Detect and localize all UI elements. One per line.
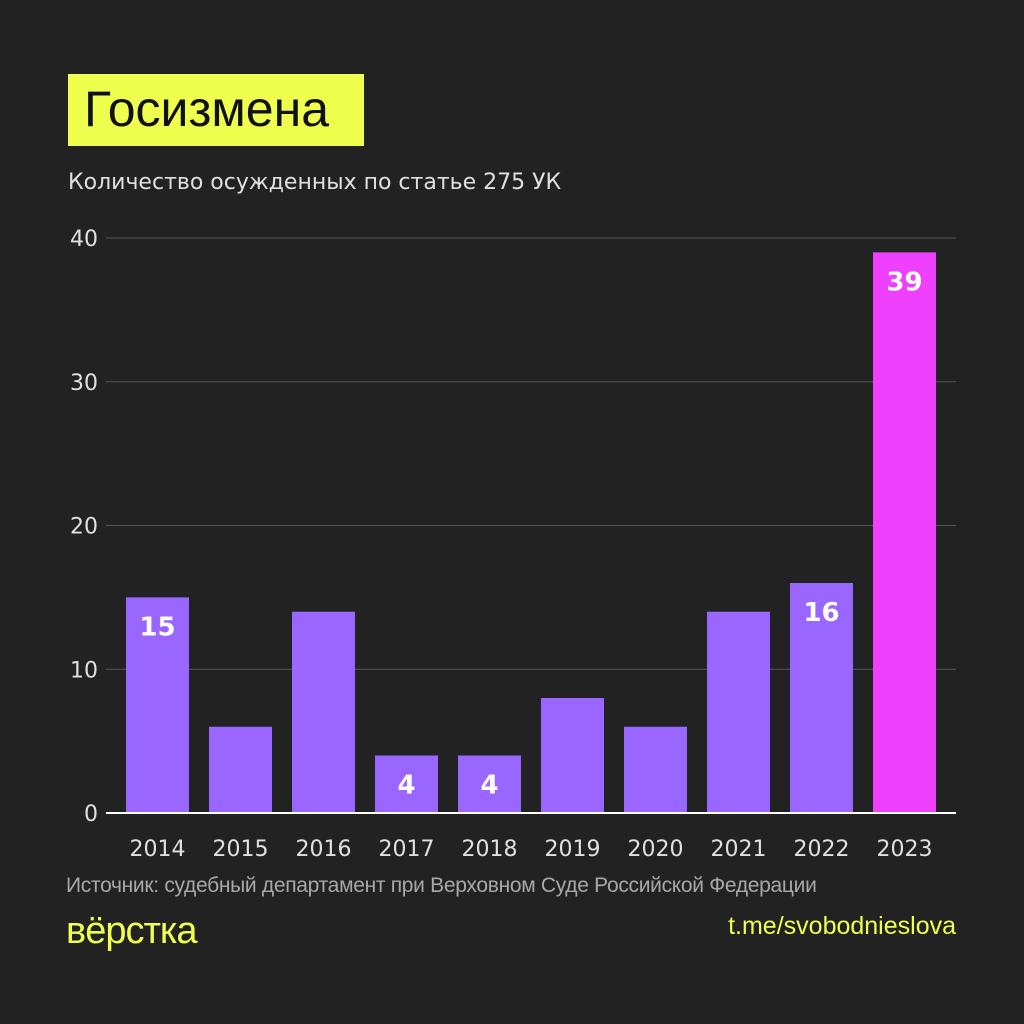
y-tick-label: 10 [70, 658, 98, 683]
x-tick-label: 2018 [462, 837, 518, 862]
bar-2021 [707, 611, 770, 813]
data-label-2023: 39 [886, 267, 922, 297]
x-tick-label: 2022 [794, 837, 850, 862]
data-label-2022: 16 [803, 598, 839, 628]
title-box: Госизмена [68, 74, 364, 146]
y-tick-label: 0 [84, 802, 98, 827]
bar-2018 [458, 755, 521, 813]
telegram-link[interactable]: t.me/svobodnieslova [728, 912, 956, 940]
verstka-logo: вёрстка [66, 910, 197, 952]
data-label-2018: 4 [480, 771, 498, 801]
y-tick-label: 40 [70, 227, 98, 252]
bar-2023 [873, 252, 936, 813]
chart-subtitle: Количество осужденных по статье 275 УК [68, 170, 562, 195]
bar-2015 [209, 726, 272, 813]
bar-2016 [292, 611, 355, 813]
y-tick-label: 20 [70, 515, 98, 540]
bar-2017 [375, 755, 438, 813]
bar-2014 [126, 597, 189, 813]
source-note: Источник: судебный департамент при Верхо… [66, 874, 817, 897]
bar-2020 [624, 726, 687, 813]
data-label-2017: 4 [397, 771, 415, 801]
data-label-2014: 15 [139, 612, 175, 642]
bar-2019 [541, 698, 604, 813]
bar-2022 [790, 583, 853, 813]
x-tick-label: 2016 [296, 837, 352, 862]
y-tick-label: 30 [70, 371, 98, 396]
x-tick-label: 2015 [213, 837, 269, 862]
x-tick-label: 2014 [130, 837, 186, 862]
x-tick-label: 2021 [711, 837, 767, 862]
x-tick-label: 2019 [545, 837, 601, 862]
chart-title: Госизмена [84, 81, 329, 137]
x-tick-label: 2023 [877, 837, 933, 862]
x-tick-label: 2017 [379, 837, 435, 862]
x-tick-label: 2020 [628, 837, 684, 862]
